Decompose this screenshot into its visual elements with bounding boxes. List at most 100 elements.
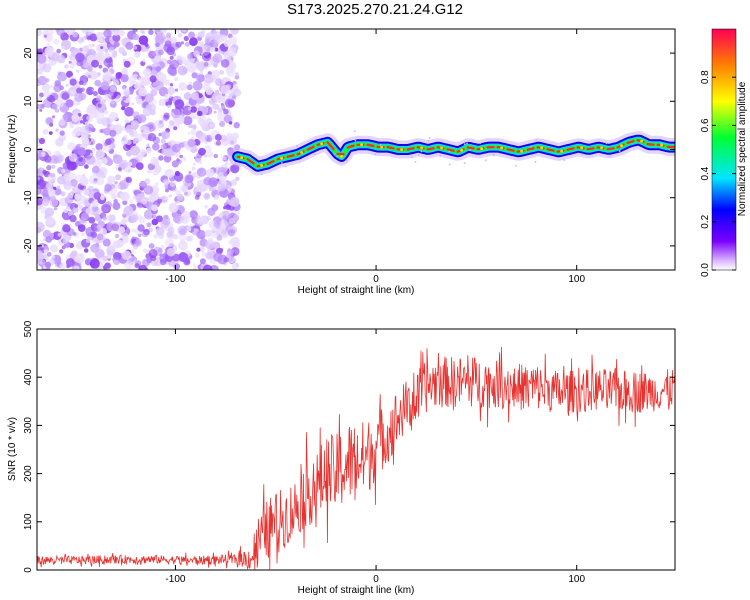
- noise-speckle: [203, 73, 214, 84]
- ridge-scatter: [414, 161, 417, 163]
- noise-speckle: [85, 238, 91, 243]
- noise-speckle: [182, 105, 193, 116]
- noise-speckle: [51, 164, 56, 169]
- noise-speckle: [104, 48, 109, 53]
- ridge-scatter: [530, 145, 532, 148]
- ridge-scatter: [448, 163, 451, 166]
- noise-speckle: [61, 92, 70, 100]
- noise-speckle: [174, 170, 180, 177]
- noise-speckle: [121, 106, 126, 111]
- ridge-peak: [326, 141, 335, 151]
- noise-speckle: [193, 50, 201, 58]
- noise-speckle: [229, 197, 240, 207]
- noise-speckle: [219, 70, 225, 75]
- ridge-peak: [346, 144, 355, 149]
- noise-speckle: [90, 231, 98, 238]
- ridge-scatter: [479, 142, 482, 145]
- noise-speckle: [81, 137, 90, 145]
- noise-speckle: [53, 186, 57, 191]
- noise-speckle: [137, 224, 145, 232]
- noise-speckle: [138, 216, 146, 224]
- ridge-scatter: [420, 150, 423, 153]
- noise-speckle: [43, 249, 49, 254]
- noise-speckle: [74, 204, 79, 209]
- noise-speckle: [167, 141, 172, 146]
- noise-speckle: [177, 225, 188, 236]
- noise-speckle: [142, 59, 146, 63]
- noise-speckle: [188, 81, 193, 86]
- noise-speckle: [163, 178, 170, 186]
- noise-speckle: [184, 174, 194, 184]
- noise-speckle: [94, 233, 105, 244]
- noise-speckle: [100, 46, 104, 50]
- ridge-scatter: [417, 154, 420, 157]
- noise-speckle: [104, 184, 112, 192]
- ridge-peak-highlight: [280, 156, 283, 160]
- noise-speckle: [138, 87, 148, 97]
- noise-speckle: [221, 225, 225, 230]
- noise-speckle: [164, 237, 174, 247]
- noise-speckle: [211, 105, 216, 109]
- y-tick-label: 20: [23, 47, 34, 59]
- noise-speckle: [68, 153, 78, 162]
- y-tick-label: 0: [23, 567, 34, 573]
- noise-speckle: [81, 133, 86, 139]
- noise-speckle: [76, 59, 83, 67]
- noise-speckle: [130, 249, 135, 253]
- noise-speckle: [75, 220, 81, 227]
- noise-speckle: [94, 73, 99, 78]
- spectrogram-x-axis-label: Height of straight line (km): [298, 285, 415, 296]
- noise-speckle: [132, 33, 139, 41]
- noise-speckle: [85, 154, 96, 165]
- noise-speckle: [94, 79, 102, 87]
- noise-speckle: [47, 173, 57, 183]
- noise-speckle: [181, 185, 188, 193]
- noise-speckle: [115, 95, 123, 102]
- noise-speckle: [203, 144, 212, 153]
- noise-speckle: [219, 121, 226, 127]
- noise-speckle: [155, 215, 163, 223]
- spectrogram-y-axis-label: Frequency (Hz): [7, 115, 18, 184]
- noise-speckle: [158, 132, 162, 137]
- noise-speckle: [112, 202, 121, 210]
- ridge-scatter: [296, 145, 298, 148]
- noise-speckle: [218, 213, 224, 218]
- noise-speckle: [145, 147, 152, 154]
- ridge-peak-highlight: [620, 144, 623, 148]
- noise-speckle: [44, 207, 55, 217]
- noise-speckle: [183, 116, 193, 126]
- noise-speckle: [123, 205, 134, 216]
- noise-speckle: [209, 227, 220, 238]
- noise-speckle: [187, 138, 196, 148]
- noise-speckle: [186, 62, 197, 73]
- noise-speckle: [37, 29, 42, 37]
- noise-speckle: [58, 133, 67, 142]
- ridge-peak: [386, 146, 395, 150]
- noise-speckle: [113, 199, 118, 204]
- noise-speckle: [49, 195, 56, 203]
- noise-speckle: [46, 43, 51, 47]
- noise-speckle: [89, 152, 94, 156]
- noise-speckle: [92, 91, 98, 97]
- noise-speckle: [193, 266, 197, 270]
- ridge-scatter: [535, 139, 537, 141]
- noise-speckle: [95, 143, 103, 151]
- noise-speckle: [112, 240, 121, 249]
- noise-speckle: [235, 176, 240, 181]
- noise-speckle: [108, 46, 115, 53]
- noise-speckle: [120, 218, 127, 226]
- ridge-scatter: [374, 153, 377, 156]
- noise-speckle: [113, 41, 120, 48]
- figure-title: S173.2025.270.21.24.G12: [287, 1, 463, 18]
- noise-speckle: [172, 234, 179, 240]
- noise-speckle: [151, 99, 157, 105]
- noise-speckle: [168, 125, 172, 129]
- noise-speckle: [69, 123, 74, 129]
- noise-speckle: [188, 124, 193, 129]
- noise-speckle: [69, 89, 76, 96]
- noise-speckle: [87, 74, 92, 79]
- noise-speckle: [102, 216, 108, 221]
- ridge-peak-highlight: [460, 148, 463, 152]
- y-tick-label: 10: [23, 95, 34, 107]
- noise-speckle: [196, 183, 206, 192]
